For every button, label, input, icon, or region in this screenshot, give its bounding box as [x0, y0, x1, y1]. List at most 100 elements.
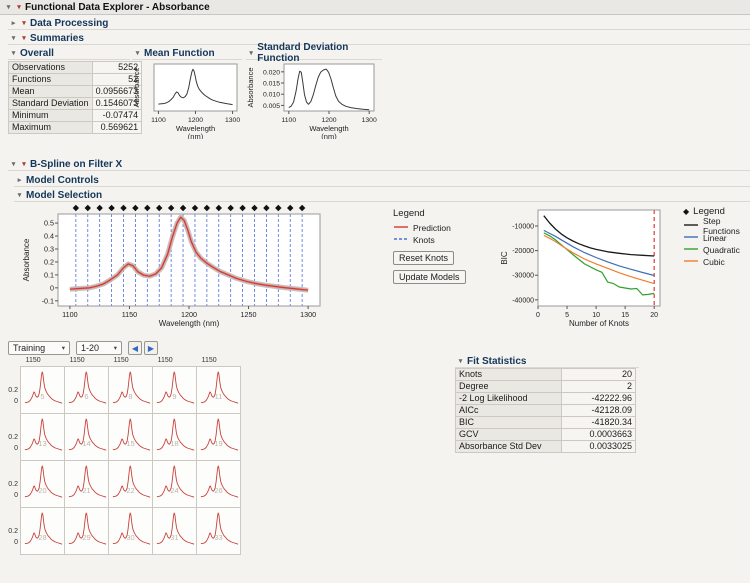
- legend-swatch-icon: [683, 257, 699, 267]
- disclosure-open-icon[interactable]: ▾: [458, 357, 463, 365]
- next-page-button[interactable]: ▶: [144, 341, 158, 355]
- svg-text:Wavelength: Wavelength: [309, 124, 348, 133]
- disclosure-closed-icon[interactable]: ▸: [17, 176, 22, 184]
- section-data-processing[interactable]: ▸ ▾ Data Processing: [8, 17, 750, 30]
- section-model-selection[interactable]: ▾ Model Selection: [14, 189, 750, 202]
- legend-label: Linear: [703, 233, 727, 243]
- svg-text:Absorbance: Absorbance: [246, 67, 255, 107]
- section-mean-function[interactable]: ▾ Mean Function: [132, 47, 242, 60]
- function-cell[interactable]: 33: [196, 507, 241, 555]
- window-titlebar: ▾ ▾ Functional Data Explorer - Absorbanc…: [0, 0, 750, 15]
- red-triangle-menu-icon[interactable]: ▾: [22, 160, 26, 168]
- function-cell[interactable]: 9: [152, 366, 197, 414]
- function-cell[interactable]: 22: [108, 460, 153, 508]
- stat-label: Minimum: [8, 109, 93, 122]
- bic-legend-items: Step Functions Linear Quadratic Cubic: [683, 216, 749, 268]
- function-cell[interactable]: 29: [64, 507, 109, 555]
- stat-value: -42128.09: [561, 404, 636, 417]
- stat-label: Maximum: [8, 121, 93, 134]
- function-cell[interactable]: 26: [196, 460, 241, 508]
- function-cell[interactable]: 31: [152, 507, 197, 555]
- grid-y-tick-label: 0.2: [8, 434, 18, 442]
- function-cell[interactable]: 11: [196, 366, 241, 414]
- grid-y-tick-label: 0: [14, 445, 18, 453]
- disclosure-open-icon[interactable]: ▾: [6, 3, 11, 11]
- stat-value: 5252: [91, 61, 143, 74]
- function-cell-number: 11: [214, 392, 223, 401]
- svg-text:0: 0: [50, 283, 54, 292]
- grid-y-tick-label: 0: [14, 539, 18, 547]
- function-cell-number: 5: [40, 392, 45, 401]
- section-std-function[interactable]: ▾ Standard Deviation Function: [246, 42, 382, 64]
- range-dropdown[interactable]: 1-20 ▾: [76, 341, 122, 355]
- legend-item: Quadratic: [683, 244, 749, 256]
- chevron-down-icon: ▾: [113, 345, 117, 352]
- function-cell[interactable]: 20: [20, 460, 65, 508]
- function-cell[interactable]: 6: [64, 366, 109, 414]
- function-cell[interactable]: 5: [20, 366, 65, 414]
- function-cell[interactable]: 14: [64, 413, 109, 461]
- stat-label: Functions: [8, 73, 93, 86]
- function-cell[interactable]: 15: [108, 413, 153, 461]
- svg-text:0.5: 0.5: [44, 219, 54, 228]
- section-overall[interactable]: ▾ Overall: [8, 47, 130, 60]
- red-triangle-menu-icon[interactable]: ▾: [22, 19, 26, 27]
- stat-value: 0.569621: [91, 121, 143, 134]
- red-triangle-menu-icon[interactable]: ▾: [22, 34, 26, 42]
- svg-text:0: 0: [536, 312, 540, 319]
- stat-label: Observations: [8, 61, 93, 74]
- function-cell[interactable]: 13: [20, 413, 65, 461]
- svg-text:0.4: 0.4: [44, 232, 54, 241]
- stat-value: -41820.34: [561, 416, 636, 429]
- stat-value: 2: [561, 380, 636, 393]
- function-cell[interactable]: 30: [108, 507, 153, 555]
- disclosure-open-icon[interactable]: ▾: [249, 49, 253, 57]
- disclosure-closed-icon[interactable]: ▸: [11, 19, 16, 27]
- svg-text:BIC: BIC: [500, 251, 509, 265]
- disclosure-open-icon[interactable]: ▾: [11, 49, 16, 57]
- function-cell[interactable]: 28: [20, 507, 65, 555]
- model-selection-chart[interactable]: 1100 1150 1200 1250 1300 0.5 0.4 0.3 0.2 0.1 0 -0.1…: [20, 200, 328, 341]
- svg-text:1100: 1100: [282, 117, 297, 124]
- disclosure-open-icon[interactable]: ▾: [11, 160, 16, 168]
- disclosure-open-icon[interactable]: ▾: [17, 191, 22, 199]
- reset-knots-button[interactable]: Reset Knots: [393, 251, 455, 265]
- prev-page-button[interactable]: ◀: [128, 341, 142, 355]
- svg-text:(nm): (nm): [188, 132, 204, 139]
- disclosure-open-icon[interactable]: ▾: [135, 49, 140, 57]
- svg-text:20: 20: [650, 312, 658, 319]
- stat-label: BIC: [455, 416, 562, 429]
- section-model-controls[interactable]: ▸ Model Controls: [14, 174, 750, 187]
- table-row: BIC -41820.34: [455, 416, 636, 429]
- disclosure-open-icon[interactable]: ▾: [11, 34, 16, 42]
- section-summaries[interactable]: ▾ ▾ Summaries: [8, 32, 750, 45]
- svg-text:-10000: -10000: [512, 224, 534, 231]
- svg-text:1300: 1300: [300, 310, 316, 319]
- table-row: Functions 52: [8, 73, 143, 86]
- update-models-button[interactable]: Update Models: [393, 270, 466, 284]
- section-fit-statistics[interactable]: ▾ Fit Statistics: [455, 355, 639, 368]
- bic-legend: ◆ Legend Step Functions Linear Quadratic Cu…: [683, 206, 749, 268]
- function-cell[interactable]: 18: [152, 413, 197, 461]
- training-dropdown[interactable]: Training ▾: [8, 341, 70, 355]
- section-title: Summaries: [30, 32, 84, 44]
- svg-text:(nm): (nm): [321, 132, 337, 139]
- red-triangle-menu-icon[interactable]: ▾: [17, 3, 21, 11]
- grid-y-tick-label: 0.2: [8, 387, 18, 395]
- dropdown-value: 1-20: [81, 343, 100, 353]
- table-row: -2 Log Likelihood -42222.96: [455, 392, 636, 405]
- function-cell[interactable]: 24: [152, 460, 197, 508]
- stat-label: Mean: [8, 85, 93, 98]
- section-title: Overall: [20, 47, 54, 59]
- function-cell[interactable]: 19: [196, 413, 241, 461]
- function-grid: 1150 1150 1150 1150 1150 0.2 0 5 6 8 9 11 0.2 0 13 14 15…: [8, 357, 242, 557]
- grid-y-tick-label: 0.2: [8, 481, 18, 489]
- section-bspline[interactable]: ▾ ▾ B-Spline on Filter X: [8, 158, 750, 171]
- svg-text:Absorbance: Absorbance: [132, 67, 141, 107]
- legend-swatch-icon: [683, 233, 699, 243]
- function-cell[interactable]: 8: [108, 366, 153, 414]
- function-cell[interactable]: 21: [64, 460, 109, 508]
- table-row: Maximum 0.569621: [8, 121, 143, 134]
- grid-x-tick-label: 1150: [25, 357, 41, 364]
- function-cell-number: 13: [38, 439, 47, 448]
